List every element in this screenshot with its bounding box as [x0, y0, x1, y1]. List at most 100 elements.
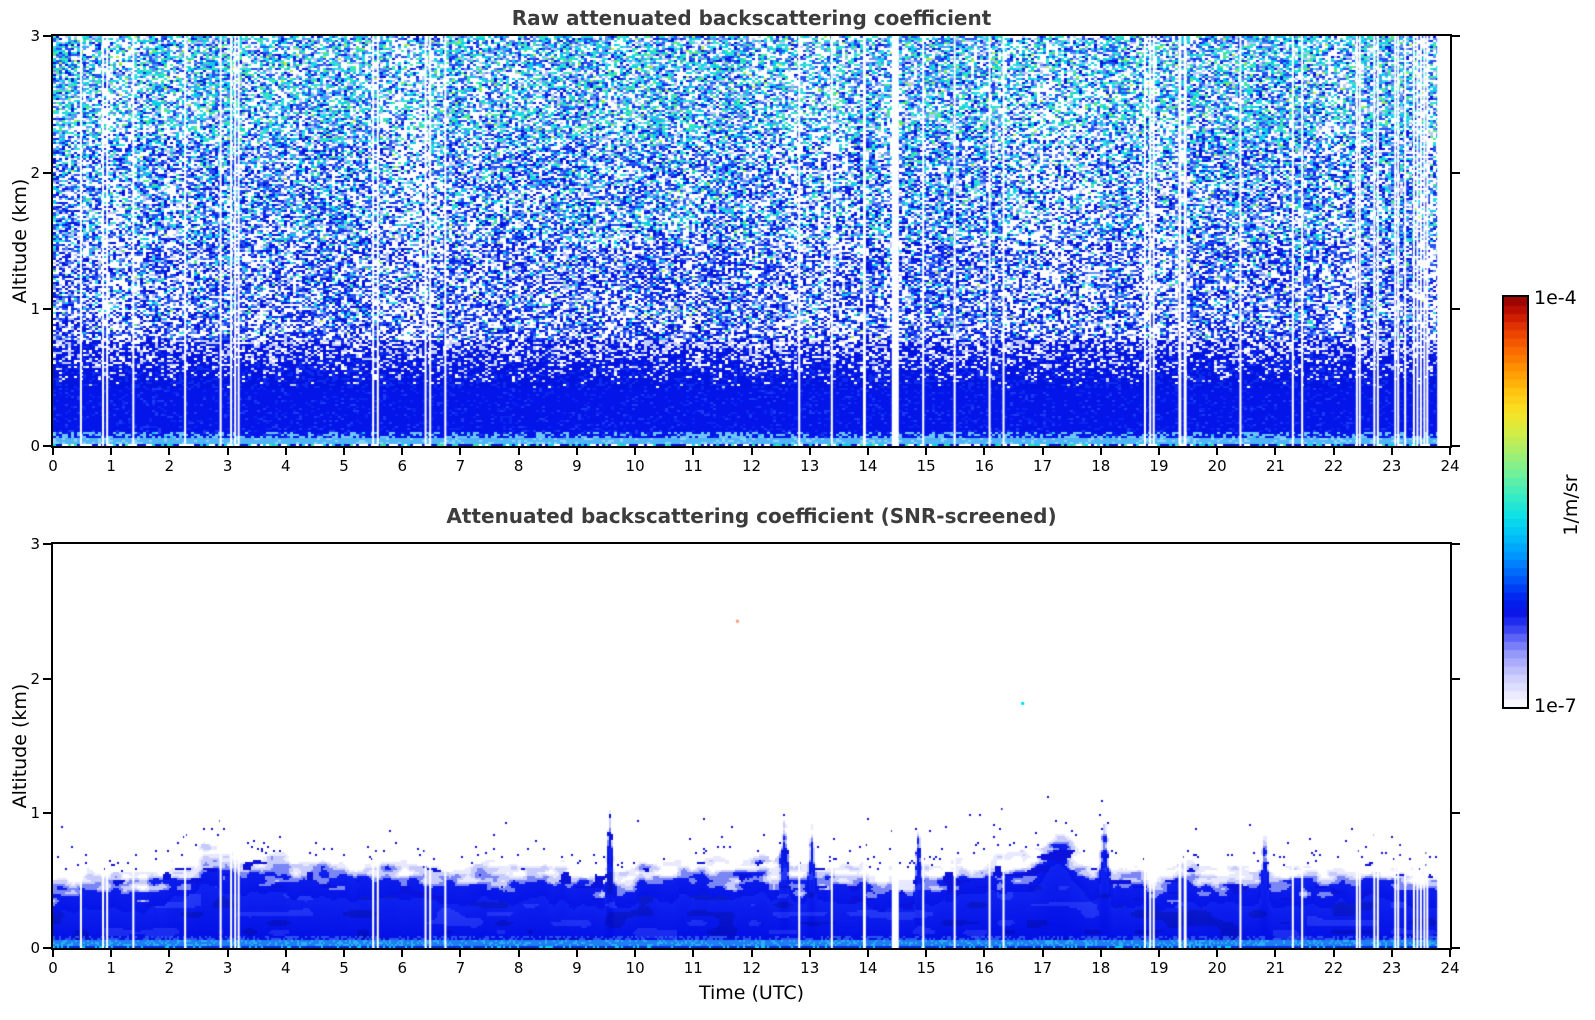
top-panel — [51, 34, 1452, 448]
y-tick-label: 1 — [30, 804, 40, 823]
x-tick-label: 5 — [339, 959, 349, 977]
y-tick-right — [1452, 35, 1460, 37]
x-tick — [866, 950, 869, 957]
x-tick — [168, 448, 171, 455]
x-tick — [1390, 950, 1393, 957]
x-tick-label: 8 — [513, 457, 524, 475]
y-tick-label: 3 — [30, 27, 40, 45]
x-tick-label: 15 — [916, 457, 936, 475]
x-tick-label: 20 — [1207, 959, 1227, 977]
x-tick — [459, 950, 462, 957]
x-tick — [1332, 950, 1335, 957]
x-tick-label: 1 — [106, 457, 116, 475]
x-tick — [517, 950, 520, 957]
x-tick — [226, 950, 229, 957]
x-tick — [1216, 448, 1219, 455]
x-tick-label: 22 — [1324, 457, 1344, 475]
x-tick — [401, 448, 404, 455]
x-tick-label: 6 — [397, 457, 408, 475]
x-tick-label: 13 — [800, 959, 820, 977]
y-tick — [43, 947, 51, 949]
y-tick — [43, 35, 51, 37]
x-tick — [110, 448, 113, 455]
x-tick — [284, 448, 287, 455]
x-tick-label: 10 — [625, 959, 645, 977]
x-tick — [1274, 448, 1277, 455]
x-tick-label: 23 — [1382, 959, 1402, 977]
y-tick — [43, 171, 51, 174]
x-tick-label: 12 — [741, 959, 762, 977]
x-tick — [52, 448, 54, 455]
x-tick-label: 17 — [1032, 457, 1053, 475]
x-tick — [401, 950, 404, 957]
x-tick-label: 15 — [916, 959, 936, 977]
colorbar-min-label: 1e-7 — [1534, 695, 1577, 717]
x-tick — [575, 448, 578, 455]
x-tick-label: 19 — [1149, 959, 1169, 977]
x-axis-label: Time (UTC) — [698, 982, 805, 1004]
x-tick-label: 9 — [572, 959, 582, 977]
x-tick — [1041, 950, 1044, 957]
bottom-heatmap-canvas — [53, 544, 1450, 948]
colorbar — [1502, 295, 1529, 709]
x-tick — [459, 448, 462, 455]
y-tick-label: 2 — [30, 669, 40, 688]
x-tick-label: 2 — [164, 457, 175, 475]
x-tick-label: 8 — [513, 959, 524, 977]
x-tick — [343, 448, 346, 455]
x-tick — [634, 950, 637, 957]
x-tick — [1274, 950, 1277, 957]
x-tick — [925, 950, 928, 957]
colorbar-max-label: 1e-4 — [1534, 287, 1577, 309]
x-tick-label: 9 — [572, 457, 582, 475]
y-tick — [43, 677, 51, 680]
x-tick — [925, 448, 928, 455]
x-tick-label: 24 — [1440, 457, 1460, 475]
x-tick-label: 11 — [683, 457, 703, 475]
x-tick — [750, 448, 753, 455]
x-tick-label: 21 — [1265, 959, 1285, 977]
x-tick-label: 7 — [455, 457, 466, 475]
x-tick — [1099, 448, 1102, 455]
x-tick-label: 0 — [48, 959, 58, 977]
y-tick-right — [1452, 812, 1460, 815]
x-tick-label: 11 — [683, 959, 703, 977]
x-tick — [517, 448, 520, 455]
x-tick-label: 0 — [48, 457, 58, 475]
x-tick-label: 4 — [281, 457, 291, 475]
x-tick — [1449, 950, 1451, 957]
y-tick-label: 0 — [30, 939, 40, 957]
x-tick — [750, 950, 753, 957]
bottom-panel — [51, 542, 1452, 950]
x-tick — [983, 950, 986, 957]
x-tick-label: 18 — [1091, 457, 1111, 475]
x-tick-label: 2 — [164, 959, 175, 977]
bottom-panel-title: Attenuated backscattering coefficient (S… — [446, 504, 1057, 528]
x-tick-label: 4 — [281, 959, 291, 977]
y-tick-label: 1 — [30, 300, 40, 319]
x-tick — [110, 950, 113, 957]
top-panel-title: Raw attenuated backscattering coefficien… — [511, 6, 992, 30]
x-tick — [226, 448, 229, 455]
x-tick — [634, 448, 637, 455]
x-tick-label: 6 — [397, 959, 408, 977]
x-tick-label: 14 — [858, 457, 878, 475]
y-tick — [43, 308, 51, 311]
x-tick-label: 22 — [1324, 959, 1344, 977]
x-tick — [808, 950, 811, 957]
x-tick — [1041, 448, 1044, 455]
y-tick-right — [1452, 308, 1460, 311]
x-tick — [284, 950, 287, 957]
colorbar-unit-label: 1/m/sr — [1560, 474, 1582, 536]
x-tick — [983, 448, 986, 455]
y-tick-right — [1452, 445, 1460, 447]
x-tick — [1157, 950, 1160, 957]
x-tick — [866, 448, 869, 455]
x-tick — [692, 950, 695, 957]
x-tick-label: 1 — [106, 959, 116, 977]
x-tick — [1216, 950, 1219, 957]
y-tick-right — [1452, 171, 1460, 174]
x-tick-label: 21 — [1265, 457, 1285, 475]
x-tick-label: 12 — [741, 457, 762, 475]
